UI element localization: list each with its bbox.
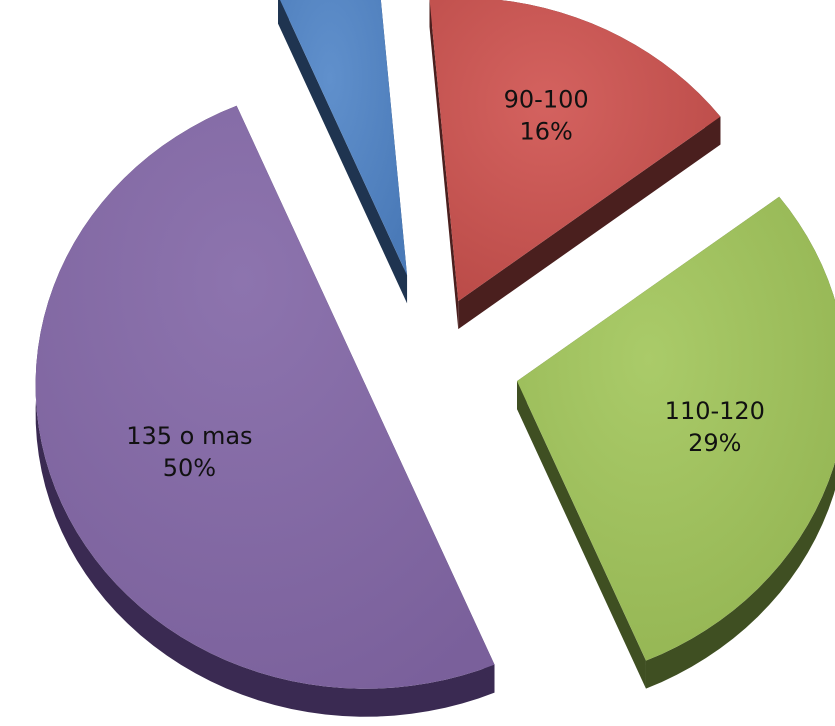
- slice-label-name: 135 o mas: [126, 422, 252, 450]
- slice-top: [35, 105, 495, 689]
- slice-label-name: 90-100: [504, 86, 589, 114]
- slices-layer: [35, 0, 835, 717]
- slice-wall: [278, 0, 408, 304]
- slice-wall: [458, 116, 721, 330]
- pie-slice-135-o-mas: [35, 105, 495, 717]
- slice-label-pct: 16%: [519, 118, 572, 146]
- slice-wall: [517, 381, 646, 689]
- slice-label-pct: 50%: [163, 454, 216, 482]
- slice-top: [280, 0, 408, 276]
- pie-slice-90-100: [429, 0, 721, 330]
- pie-slice-80-o-meno: [278, 0, 408, 304]
- pie-slice-110-120: [517, 196, 835, 689]
- slice-top: [517, 196, 835, 661]
- slice-side: [645, 196, 835, 689]
- slice-label-pct: 29%: [688, 429, 741, 457]
- slice-top: [429, 0, 721, 302]
- slice-wall: [429, 0, 459, 330]
- slice-label-name: 110-120: [665, 397, 765, 425]
